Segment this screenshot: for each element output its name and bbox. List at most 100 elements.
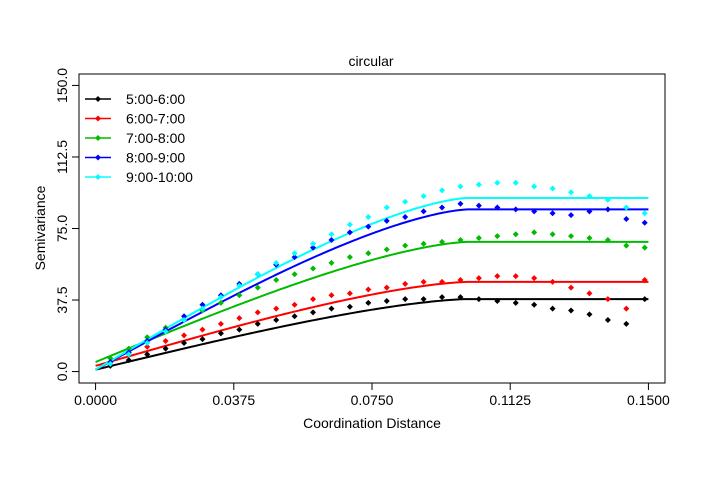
y-tick-label: 75.0 bbox=[54, 215, 70, 242]
data-point bbox=[549, 185, 556, 192]
data-point bbox=[402, 242, 409, 249]
data-point bbox=[494, 297, 501, 304]
data-point bbox=[181, 313, 188, 320]
data-point bbox=[346, 290, 353, 297]
y-tick-label: 112.5 bbox=[54, 140, 70, 174]
data-point bbox=[328, 305, 335, 312]
data-point bbox=[346, 229, 353, 236]
data-point bbox=[531, 183, 538, 190]
data-point bbox=[494, 273, 501, 280]
data-point bbox=[494, 233, 501, 240]
x-tick-label: 0.1500 bbox=[627, 392, 670, 408]
data-point bbox=[383, 284, 390, 291]
data-point bbox=[291, 271, 298, 278]
fit-line bbox=[95, 298, 649, 371]
data-point bbox=[199, 336, 206, 343]
fit-line bbox=[95, 240, 649, 363]
data-point bbox=[512, 206, 519, 213]
x-axis-label: Coordination Distance bbox=[303, 415, 441, 431]
data-point bbox=[494, 179, 501, 186]
data-point bbox=[439, 294, 446, 301]
data-point bbox=[365, 286, 372, 293]
data-point bbox=[291, 301, 298, 308]
data-point bbox=[273, 259, 280, 266]
chart-title: circular bbox=[348, 53, 393, 69]
data-point bbox=[217, 330, 224, 337]
data-point bbox=[273, 317, 280, 324]
data-point bbox=[328, 292, 335, 299]
fit-lines bbox=[95, 196, 649, 371]
data-point bbox=[236, 292, 243, 299]
data-point bbox=[236, 282, 243, 289]
data-points bbox=[107, 179, 648, 369]
data-point bbox=[217, 294, 224, 301]
data-point bbox=[439, 278, 446, 285]
data-point bbox=[623, 242, 630, 249]
data-point bbox=[604, 196, 611, 203]
data-point bbox=[512, 299, 519, 306]
data-point bbox=[181, 317, 188, 324]
data-point bbox=[475, 202, 482, 209]
data-point bbox=[254, 284, 261, 291]
y-axis: 0.0 37.5 75.0 112.5 150.0 bbox=[54, 68, 80, 382]
data-point bbox=[586, 235, 593, 242]
data-point bbox=[420, 296, 427, 303]
data-point bbox=[383, 297, 390, 304]
data-point bbox=[586, 193, 593, 200]
data-point bbox=[273, 305, 280, 312]
legend: 5:00-6:00 6:00-7:00 7:00-8:00 8:00-9:00 9:00… bbox=[85, 91, 193, 185]
x-tick-label: 0.0000 bbox=[74, 392, 117, 408]
legend-label: 5:00-6:00 bbox=[126, 91, 185, 107]
data-point bbox=[162, 328, 169, 335]
x-tick-label: 0.0375 bbox=[212, 392, 255, 408]
y-tick-label: 150.0 bbox=[54, 68, 70, 103]
data-point bbox=[254, 271, 261, 278]
legend-label: 9:00-10:00 bbox=[126, 169, 193, 185]
data-point bbox=[254, 309, 261, 316]
data-point bbox=[568, 233, 575, 240]
x-tick-label: 0.1125 bbox=[489, 392, 531, 408]
data-point bbox=[420, 278, 427, 285]
data-point bbox=[383, 204, 390, 211]
data-point bbox=[457, 200, 464, 207]
data-point bbox=[549, 305, 556, 312]
data-point bbox=[420, 240, 427, 247]
data-point bbox=[162, 345, 169, 352]
data-point bbox=[291, 254, 298, 261]
data-point bbox=[641, 244, 648, 251]
data-point bbox=[217, 299, 224, 306]
data-point bbox=[439, 204, 446, 211]
data-point bbox=[604, 206, 611, 213]
data-point bbox=[125, 345, 132, 352]
data-point bbox=[346, 303, 353, 310]
data-point bbox=[549, 278, 556, 285]
data-point bbox=[439, 238, 446, 245]
data-point bbox=[457, 277, 464, 283]
data-point bbox=[420, 208, 427, 215]
data-point bbox=[236, 315, 243, 322]
data-point bbox=[586, 311, 593, 318]
data-point bbox=[475, 181, 482, 188]
data-point bbox=[623, 320, 630, 327]
data-point bbox=[383, 217, 390, 224]
data-point bbox=[475, 235, 482, 242]
data-point bbox=[512, 273, 519, 280]
fit-line bbox=[95, 196, 649, 371]
data-point bbox=[568, 307, 575, 314]
data-point bbox=[641, 210, 648, 217]
data-point bbox=[568, 189, 575, 196]
data-point bbox=[254, 320, 261, 327]
data-point bbox=[512, 231, 519, 238]
data-point bbox=[604, 236, 611, 243]
y-tick-label: 0.0 bbox=[54, 362, 70, 382]
data-point bbox=[328, 231, 335, 238]
data-point bbox=[144, 334, 151, 341]
data-point bbox=[457, 236, 464, 243]
data-point bbox=[568, 212, 575, 219]
data-point bbox=[383, 246, 390, 253]
legend-marker bbox=[95, 135, 101, 141]
data-point bbox=[328, 259, 335, 266]
data-point bbox=[144, 343, 151, 350]
data-point bbox=[346, 221, 353, 228]
